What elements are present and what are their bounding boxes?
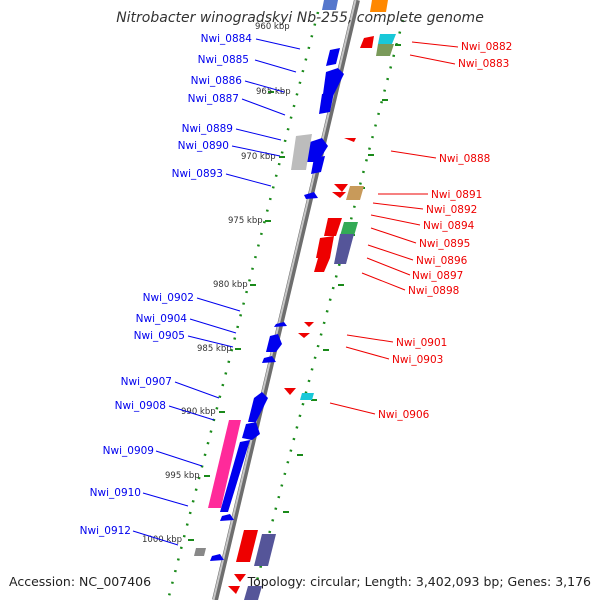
gene-label-plus[interactable]: Nwi_0912	[80, 525, 131, 537]
gene-labels-minus: Nwi_0882 Nwi_0883 Nwi_0888 Nwi_0891 Nwi_…	[378, 41, 512, 421]
gene-feature-plus[interactable]	[304, 192, 318, 199]
gene-feature-minus[interactable]	[334, 184, 348, 192]
gene-label-plus[interactable]: Nwi_0885	[198, 54, 249, 66]
genome-summary-text: Topology: circular; Length: 3,402,093 bp…	[247, 574, 591, 589]
tick-label-975: 975 kbp	[228, 216, 263, 226]
gene-label-minus[interactable]: Nwi_0901	[396, 337, 447, 349]
gene-label-minus[interactable]: Nwi_0892	[426, 204, 477, 216]
gene-feature-minus[interactable]	[304, 322, 314, 327]
tick-label-970: 970 kbp	[241, 152, 276, 162]
gene-label-plus[interactable]: Nwi_0907	[121, 376, 172, 388]
gene-label-plus[interactable]: Nwi_0886	[191, 75, 243, 87]
tick-label-990: 990 kbp	[181, 407, 216, 417]
gene-label-minus[interactable]: Nwi_0888	[439, 153, 490, 165]
gene-feature-plus[interactable]	[319, 92, 334, 114]
tick-label-965: 965 kbp	[256, 87, 291, 97]
gene-label-plus[interactable]: Nwi_0902	[143, 292, 194, 304]
gene-feature-grey[interactable]	[194, 548, 206, 556]
gene-label-minus[interactable]: Nwi_0891	[431, 189, 482, 201]
accession-text: Accession: NC_007406	[9, 574, 151, 589]
gene-label-plus[interactable]: Nwi_0890	[178, 140, 229, 152]
gene-feature-plus[interactable]	[307, 138, 328, 162]
gene-feature-minus[interactable]	[360, 36, 374, 48]
minus-strand-features	[228, 0, 396, 600]
gene-label-minus[interactable]: Nwi_0882	[461, 41, 512, 53]
gene-feature-orange[interactable]	[346, 186, 364, 200]
gene-feature-plus[interactable]	[262, 356, 276, 363]
gene-feature-orange[interactable]	[370, 0, 388, 12]
gene-feature-minus[interactable]	[344, 138, 356, 142]
gene-feature-plus[interactable]	[242, 422, 260, 440]
gene-label-minus[interactable]: Nwi_0895	[419, 238, 470, 250]
gene-feature-plus[interactable]	[210, 554, 224, 561]
gene-label-plus[interactable]: Nwi_0908	[115, 400, 166, 412]
gene-feature-purple[interactable]	[254, 534, 276, 566]
gene-label-minus[interactable]: Nwi_0896	[416, 255, 468, 267]
gene-feature-mixed[interactable]	[376, 44, 394, 56]
gene-feature-plus[interactable]	[266, 334, 282, 352]
tick-label-995: 995 kbp	[165, 471, 200, 481]
gene-feature-plus[interactable]	[326, 48, 340, 66]
gene-feature-plus[interactable]	[220, 514, 234, 521]
gene-label-minus[interactable]: Nwi_0897	[412, 270, 463, 282]
gene-feature-cyan[interactable]	[378, 34, 396, 44]
gene-label-plus[interactable]: Nwi_0904	[136, 313, 188, 325]
gene-feature-minus[interactable]	[332, 192, 346, 198]
gene-label-plus[interactable]: Nwi_0884	[201, 33, 253, 45]
gene-feature-plus[interactable]	[322, 0, 338, 10]
gene-feature-plus[interactable]	[248, 392, 268, 422]
gene-feature-purple[interactable]	[244, 586, 262, 600]
gene-feature-cyan[interactable]	[300, 393, 314, 400]
gene-feature-minus[interactable]	[298, 333, 310, 338]
gene-label-minus[interactable]: Nwi_0898	[408, 285, 459, 297]
gene-label-minus[interactable]: Nwi_0906	[378, 409, 430, 421]
page-title: Nitrobacter winogradskyi Nb-255, complet…	[116, 10, 484, 26]
gene-label-plus[interactable]: Nwi_0889	[182, 123, 233, 135]
gene-feature-plus[interactable]	[274, 322, 287, 327]
gene-label-minus[interactable]: Nwi_0903	[392, 354, 443, 366]
gene-label-plus[interactable]: Nwi_0910	[90, 487, 141, 499]
gene-label-minus[interactable]: Nwi_0883	[458, 58, 509, 70]
gene-feature-plus[interactable]	[311, 156, 325, 174]
gene-feature-minus[interactable]	[314, 258, 330, 272]
leader-lines-plus	[132, 38, 301, 546]
gene-feature-minus[interactable]	[228, 586, 240, 594]
tick-label-960: 960 kbp	[255, 22, 290, 32]
gene-labels-plus: Nwi_0884 Nwi_0885 Nwi_0886 Nwi_0887 Nwi_…	[80, 33, 253, 537]
plus-strand-features	[194, 0, 344, 561]
gene-label-plus[interactable]: Nwi_0905	[134, 330, 185, 342]
gene-feature-minus[interactable]	[236, 530, 258, 562]
gene-feature-minus[interactable]	[324, 218, 342, 236]
gene-label-minus[interactable]: Nwi_0894	[423, 220, 475, 232]
gene-feature-plus-light[interactable]	[291, 134, 312, 170]
tick-label-985: 985 kbp	[197, 344, 232, 354]
gene-label-plus[interactable]: Nwi_0887	[188, 93, 239, 105]
leader-lines-minus	[329, 41, 459, 415]
gene-label-plus[interactable]: Nwi_0909	[103, 445, 154, 457]
gene-label-plus[interactable]: Nwi_0893	[172, 168, 223, 180]
gene-feature-plus[interactable]	[323, 68, 344, 96]
tick-label-980: 980 kbp	[213, 280, 248, 290]
gene-feature-minus[interactable]	[316, 236, 334, 258]
gene-feature-minus[interactable]	[284, 388, 296, 395]
tick-track-left	[166, 11, 320, 600]
gene-feature-purple[interactable]	[334, 234, 354, 264]
gene-feature-plus[interactable]	[220, 440, 250, 512]
gene-feature-pseudo[interactable]	[208, 420, 241, 508]
gene-feature-green[interactable]	[340, 222, 358, 236]
gene-feature-minus[interactable]	[234, 574, 246, 582]
